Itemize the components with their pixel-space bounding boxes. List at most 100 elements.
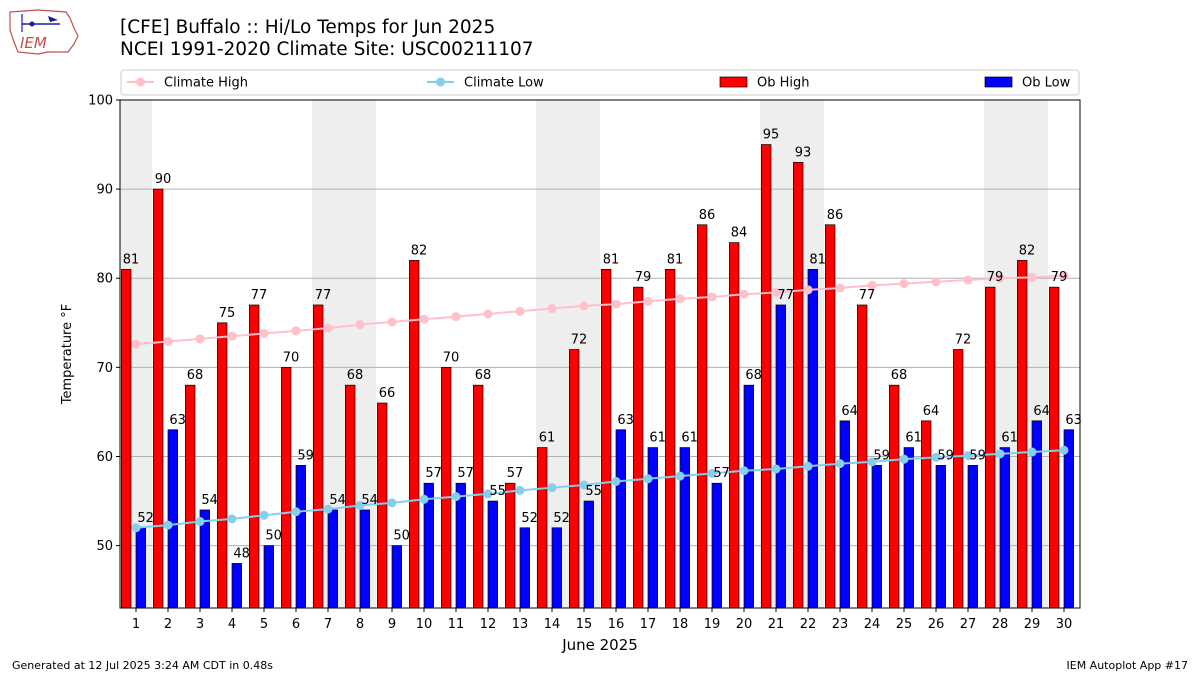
ob-high-bar-28 [985, 286, 996, 609]
ob-low-bar-2 [167, 429, 178, 609]
climate-low-point-23 [835, 459, 845, 469]
ob-high-bar-8 [345, 384, 356, 609]
x-tick-label-27: 27 [960, 617, 977, 632]
ob-high-bar-2 [153, 188, 164, 609]
ob-low-bar-22 [807, 268, 818, 609]
climate-high-point-19 [707, 292, 717, 302]
ob-high-bar-21 [761, 144, 772, 609]
climate-low-point-9 [387, 498, 397, 508]
weekend-bands [120, 100, 1048, 608]
ob-high-label-13: 57 [507, 466, 524, 481]
ob-low-bar-24 [871, 465, 882, 609]
climate-high-point-12 [483, 309, 493, 319]
climate-high-point-6 [291, 326, 301, 336]
iem-logo: IEM [9, 9, 79, 55]
ob-high-bar-3 [185, 384, 196, 609]
ob-high-label-26: 64 [923, 404, 940, 419]
climate-low-point-15 [579, 480, 589, 490]
ob-high-bar-6 [281, 367, 292, 609]
legend-swatch-ob-low [984, 76, 1013, 88]
x-tick-label-8: 8 [356, 617, 364, 632]
climate-low-point-14 [547, 483, 557, 493]
plot-frame [119, 99, 1081, 609]
chart-title-line-2: NCEI 1991-2020 Climate Site: USC00211107 [120, 39, 534, 60]
ob-high-bar-24 [857, 304, 868, 609]
climate-high-point-1 [131, 339, 141, 349]
ob-high-bar-30 [1049, 286, 1060, 609]
ob-high-label-11: 70 [443, 350, 460, 365]
climate-high-point-29 [1027, 272, 1037, 282]
ob-low-bar-1 [135, 527, 146, 609]
climate-low-point-30 [1059, 445, 1069, 455]
x-tick-label-26: 26 [928, 617, 945, 632]
climate-high-point-10 [419, 314, 429, 324]
x-tick-label-2: 2 [164, 617, 172, 632]
ob-high-label-25: 68 [891, 368, 908, 383]
x-tick-label-11: 11 [448, 617, 465, 632]
ob-low-bar-18 [679, 447, 690, 609]
ob-low-label-16: 63 [617, 413, 634, 428]
climate-low-point-27 [963, 451, 973, 461]
ob-low-bar-23 [839, 420, 850, 609]
ob-low-bar-20 [743, 384, 754, 609]
ob-low-label-18: 61 [681, 431, 698, 446]
ob-low-label-12: 55 [489, 484, 506, 499]
y-gridlines [120, 99, 1080, 547]
legend-label-ob-low: Ob Low [1022, 76, 1071, 91]
climate-low-point-19 [707, 468, 717, 478]
ob-low-label-22: 81 [809, 252, 826, 267]
ob-low-bar-25 [903, 447, 914, 609]
x-tick-label-13: 13 [512, 617, 529, 632]
ob-low-label-7: 54 [329, 493, 346, 508]
ob-high-bar-1 [121, 268, 132, 609]
climate-low-line [135, 449, 1065, 529]
ob-low-label-1: 52 [137, 511, 154, 526]
climate-high-point-8 [355, 320, 365, 330]
ob-high-label-28: 79 [987, 270, 1004, 285]
climate-low-point-28 [995, 449, 1005, 459]
ob-high-label-6: 70 [283, 350, 300, 365]
y-tick-label-90: 90 [96, 183, 113, 198]
ob-low-bar-16 [615, 429, 626, 609]
climate-high-point-24 [867, 280, 877, 290]
ob-high-label-7: 77 [315, 288, 332, 303]
climate-low-point-21 [771, 464, 781, 474]
ob-low-bar-27 [967, 465, 978, 609]
climate-high-point-3 [195, 334, 205, 344]
temperature-bars [121, 144, 1074, 609]
climate-low-point-25 [899, 454, 909, 464]
y-tick-label-60: 60 [96, 450, 113, 465]
x-tick-label-12: 12 [480, 617, 497, 632]
climate-low-point-6 [291, 507, 301, 517]
climate-low-point-26 [931, 452, 941, 462]
x-tick-label-5: 5 [260, 617, 268, 632]
climate-low-point-1 [131, 523, 141, 533]
ob-high-label-12: 68 [475, 368, 492, 383]
ob-low-label-3: 54 [201, 493, 218, 508]
x-tick-label-29: 29 [1024, 617, 1041, 632]
chart-title-line-1: [CFE] Buffalo :: Hi/Lo Temps for Jun 202… [120, 17, 496, 38]
ob-low-bar-13 [519, 527, 530, 609]
climate-low-point-11 [451, 492, 461, 502]
ob-low-label-10: 57 [425, 466, 442, 481]
ob-high-bar-23 [825, 224, 836, 609]
ob-high-label-23: 86 [827, 208, 844, 223]
ob-low-bar-7 [327, 509, 338, 609]
ob-high-bar-14 [537, 447, 548, 609]
ob-low-bar-15 [583, 500, 594, 609]
legend-label-climate-low: Climate Low [464, 76, 544, 91]
climate-low-point-22 [803, 461, 813, 471]
ob-high-bar-17 [633, 286, 644, 609]
climate-high-point-7 [323, 323, 333, 333]
climate-high-point-15 [579, 301, 589, 311]
x-tick-label-25: 25 [896, 617, 913, 632]
climate-high-point-13 [515, 306, 525, 316]
ob-low-bar-11 [455, 482, 466, 609]
x-tick-label-4: 4 [228, 617, 236, 632]
climate-high-point-21 [771, 288, 781, 298]
ob-low-label-9: 50 [393, 529, 410, 544]
ob-low-bar-8 [359, 509, 370, 609]
legend-label-climate-high: Climate High [164, 76, 248, 91]
ob-high-bar-16 [601, 268, 612, 609]
